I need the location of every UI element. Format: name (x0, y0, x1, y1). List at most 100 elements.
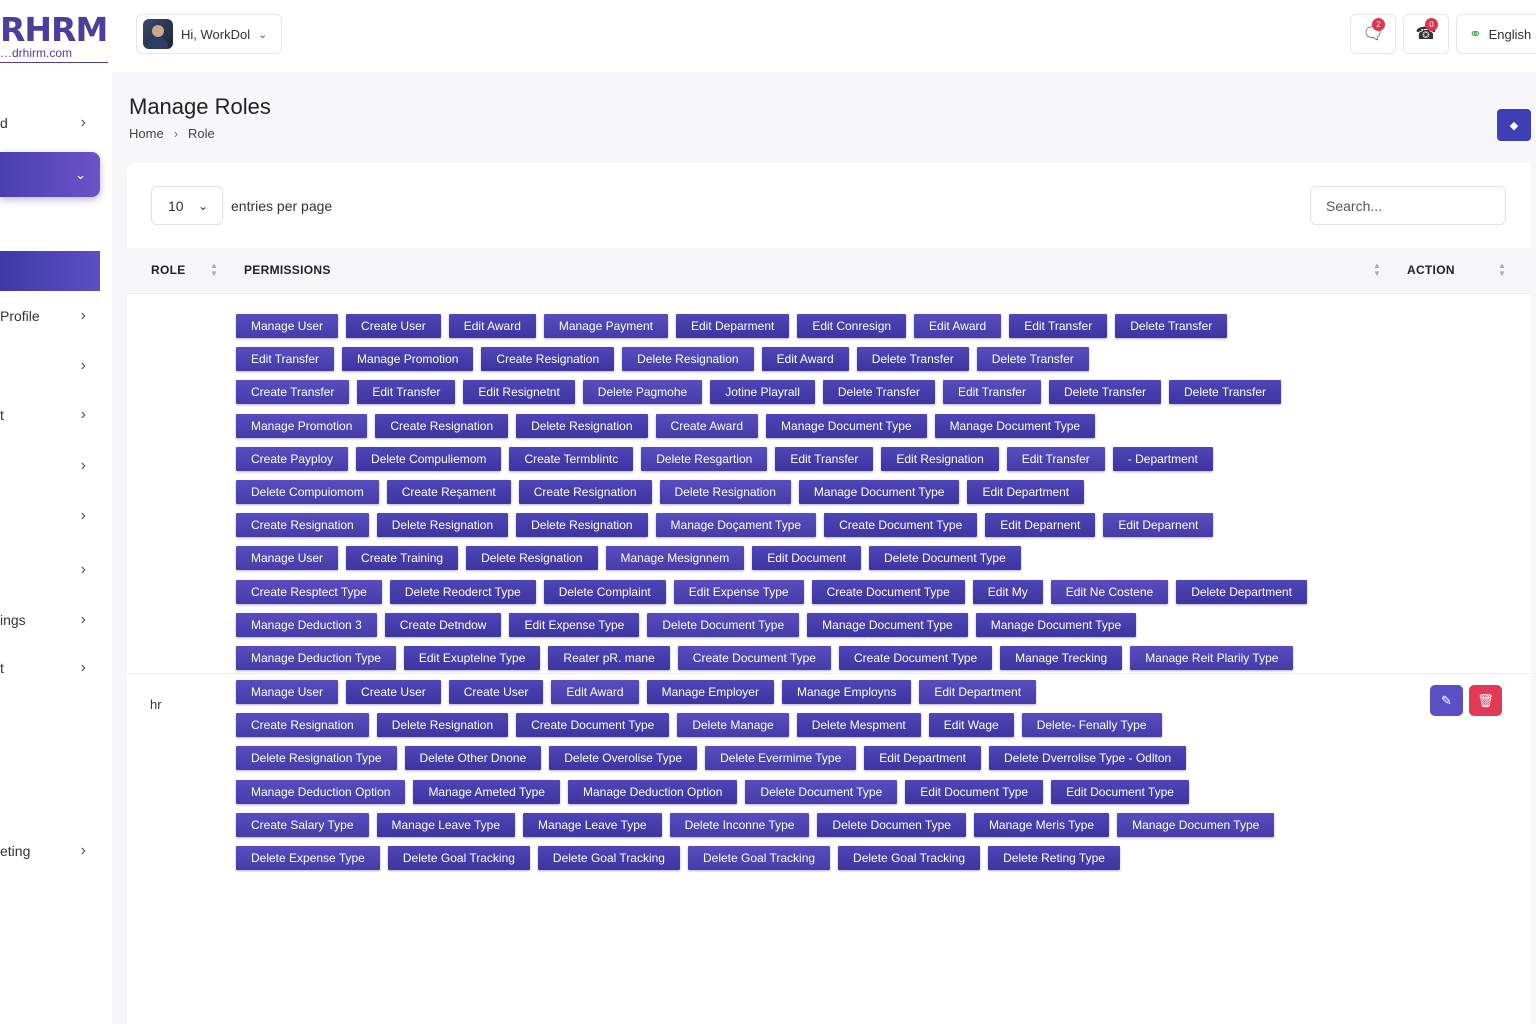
chevron-down-icon: ⌄ (75, 166, 86, 182)
permission-badge: Edit Transfer (357, 380, 456, 405)
column-header-permissions[interactable]: PERMISSIONS (244, 263, 331, 277)
permission-badge: Delete Department (1176, 579, 1307, 604)
permission-badge: Edit Document Type (905, 779, 1044, 804)
permission-badge: Edit My (972, 579, 1043, 604)
breadcrumb-current: Role (188, 126, 215, 141)
sidebar-item[interactable]: t › (0, 653, 100, 683)
top-bar: RHRM …drhirm.com Hi, WorkDol ⌄ 🗨 2 ☎ 0 ⚭… (0, 0, 1536, 72)
permission-badge: Delete Complaint (543, 579, 666, 604)
permission-badge: Reater pR. mane (548, 645, 670, 670)
permission-badge: Manage Deduction Type (236, 645, 396, 670)
sidebar-item-dashboard[interactable]: d › (0, 108, 100, 138)
permission-row: Manage Deduction Type Edit Exuptelne Type… (236, 645, 1307, 670)
permission-badge: Create Resignation (236, 513, 369, 538)
chevron-right-icon: › (80, 307, 86, 324)
permission-badge: Edit Department (864, 746, 981, 771)
plus-icon: ◆ (1509, 119, 1519, 132)
permission-badge: Edit Deparnent (985, 513, 1096, 538)
language-selector[interactable]: ⚭ English (1456, 14, 1536, 54)
permission-badge: Edit Transfer (775, 446, 874, 471)
permission-badge: Manage Promotion (236, 413, 368, 438)
permission-badge: Manage Document Type (934, 413, 1096, 438)
permission-badge: Delete Resignation (622, 347, 754, 372)
permission-badge: Create Award (655, 413, 759, 438)
sidebar-item[interactable]: › (0, 555, 100, 585)
messages-badge: 2 (1372, 18, 1385, 31)
sort-icon[interactable]: ▲ ▼ (1498, 261, 1506, 278)
permission-row: Create Resignation Delete Resignation Dele… (236, 513, 1307, 538)
sidebar-item-meeting[interactable]: eting › (0, 836, 100, 866)
permission-badge: Create Document Type (516, 713, 670, 738)
entries-label: entries per page (231, 198, 333, 214)
permission-badge: Create Training (346, 546, 459, 571)
search-input[interactable] (1310, 186, 1506, 225)
chevron-down-icon: ⌄ (197, 198, 208, 213)
permission-row: Create Transfer Edit Transfer Edit Resigne… (236, 380, 1307, 405)
permission-badge: Manage Promotion (342, 347, 474, 372)
permission-badge: Create Resignation (481, 347, 615, 372)
chevron-right-icon: › (80, 659, 86, 676)
breadcrumb: Home › Role (129, 126, 215, 141)
sort-icon[interactable]: ▲ ▼ (1373, 261, 1381, 278)
brand-logo[interactable]: RHRM …drhirm.com (0, 12, 108, 63)
permission-badge: Manage Deduction Option (236, 779, 406, 804)
permission-badge: Delete Transfer (1048, 380, 1162, 405)
permission-badge: Manage Ameted Type (413, 779, 560, 804)
permission-badge: Create Document Type (677, 645, 831, 670)
column-header-role[interactable]: ROLE (151, 263, 186, 277)
sidebar: d › ⌄ Profile › › t › › › › ings › t › e… (0, 72, 112, 1024)
permission-badge: Delete- Fenally Type (1021, 713, 1162, 738)
chevron-right-icon: › (80, 507, 86, 524)
sidebar-subitem-active[interactable] (0, 251, 100, 291)
permission-badge: Delete Transfer (1115, 314, 1228, 338)
permission-badge: Delete Goal Tracking (387, 845, 530, 870)
messages-button[interactable]: 🗨 2 (1350, 14, 1396, 54)
sidebar-item[interactable]: t › (0, 400, 100, 430)
sidebar-item[interactable]: › (0, 351, 100, 381)
permission-badge: Edit Ne Costene (1050, 579, 1169, 604)
entries-per-page-select[interactable]: 10 ⌄ (151, 186, 223, 225)
permission-row: Manage User Create Training Delete Resigna… (236, 546, 1307, 571)
sidebar-item-active[interactable]: ⌄ (0, 152, 100, 197)
user-menu[interactable]: Hi, WorkDol ⌄ (136, 14, 282, 54)
permission-badge: Manage Document Type (975, 612, 1137, 637)
permission-badge: Create Transfer (236, 380, 350, 405)
permission-badge: Edit Transfer (1006, 446, 1105, 471)
permission-badge: Edit Wage (928, 713, 1014, 738)
permission-badge: Create Reşament (386, 479, 511, 504)
sidebar-item[interactable]: › (0, 501, 100, 531)
permission-badge: Edit Resignetnt (463, 380, 575, 405)
permission-row: Manage Promotion Create Resignation Delete… (236, 413, 1307, 438)
page-title: Manage Roles (129, 94, 271, 119)
permission-badge: Manage Reit Plariiy Type (1130, 645, 1294, 670)
delete-role-button[interactable]: 🗑 (1469, 685, 1502, 716)
permission-badge: Create Document Type (811, 579, 965, 604)
sort-icon[interactable]: ▲ ▼ (210, 261, 218, 278)
sidebar-item-profile[interactable]: Profile › (0, 301, 100, 331)
permission-badge: Manage Doçament Type (655, 513, 817, 538)
permission-badge: Create Resignation (518, 479, 652, 504)
permission-badge: Delete Resignation (376, 513, 509, 538)
permission-badge: Manage Trecking (1000, 645, 1123, 670)
permission-row: Create Salary Type Manage Leave Type Manag… (236, 812, 1275, 837)
add-role-button[interactable]: ◆ (1497, 109, 1531, 141)
permission-badge: Delete Transfer (856, 347, 969, 372)
permission-row: Create Resignation Delete Resignation Crea… (236, 713, 1274, 738)
permission-badge: Edit Exuptelne Type (403, 645, 541, 670)
permission-badge: Delete Goal Tracking (537, 845, 680, 870)
column-header-action[interactable]: ACTION (1407, 263, 1455, 277)
permission-row: Delete Resignation Type Delete Other Dnon… (236, 746, 1274, 771)
permission-row: Create Resptect Type Delete Reoderct Type… (236, 579, 1307, 604)
permission-badge: Manage Mesignnem (605, 546, 745, 571)
permission-row: Create Payploy Delete Compuliemom Create T… (236, 446, 1307, 471)
breadcrumb-home[interactable]: Home (129, 126, 164, 141)
notifications-button[interactable]: ☎ 0 (1403, 14, 1449, 54)
permission-badge: Create Salary Type (236, 812, 369, 837)
chevron-right-icon: › (80, 561, 86, 578)
sidebar-item-label: t (0, 660, 4, 676)
permission-badge: Edit Document Type (1051, 779, 1189, 804)
sidebar-item-settings[interactable]: ings › (0, 605, 100, 635)
sidebar-item[interactable]: › (0, 451, 100, 481)
edit-role-button[interactable]: ✎ (1430, 685, 1463, 716)
permission-badge: Create User (448, 680, 544, 704)
